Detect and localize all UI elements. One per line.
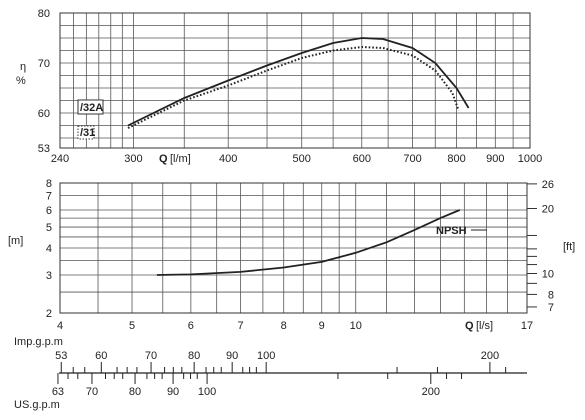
imp-gpm-label: Imp.g.p.m [14, 336, 63, 348]
npsh-x-tick-label: 7 [238, 320, 244, 332]
legend-box-32A [77, 99, 104, 115]
us-gpm-tick-label: 100 [198, 386, 216, 398]
npsh-x-tick-label: 5 [129, 320, 135, 332]
npsh-series-label: NPSH [436, 225, 467, 237]
efficiency-plot-frame [59, 12, 531, 149]
efficiency-curve-31 [127, 45, 460, 129]
npsh-xunit: [l/s] [476, 320, 493, 332]
efficiency-x-tick-label: 900 [486, 153, 504, 165]
imp-gpm-tick-label: 100 [257, 350, 275, 362]
npsh-ft-tick-label: 20 [542, 203, 554, 215]
efficiency-y-tick-label: 80 [38, 8, 50, 20]
legend-label-31: /31 [80, 127, 95, 139]
npsh-plot-frame [59, 182, 528, 314]
npsh-x-tick-label: 8 [281, 320, 287, 332]
npsh-y-tick-label: 4 [46, 243, 52, 255]
imp-gpm-tick-label: 60 [95, 350, 107, 362]
npsh-ft-tick-label: 26 [542, 179, 554, 191]
efficiency-xunit: [l/m] [170, 153, 191, 165]
efficiency-y-tick-label: 70 [38, 58, 50, 70]
us-gpm-tick-label: 70 [86, 386, 98, 398]
npsh-grid [59, 182, 537, 314]
efficiency-legend: /32A/31 [77, 99, 104, 140]
npsh-x-tick-label: 17 [521, 320, 533, 332]
efficiency-xlabel: Q [159, 153, 168, 165]
us-gpm-tick-label: 80 [129, 386, 141, 398]
npsh-series [156, 209, 487, 276]
efficiency-tick-labels: 240 300 400 500 600 700 800 900 1000 53 60 70 80 [38, 8, 542, 165]
npsh-y-tick-label: 8 [46, 178, 52, 190]
efficiency-grid [60, 13, 531, 148]
npsh-x-tick-label: 6 [188, 320, 194, 332]
npsh-y-tick-label: 2 [46, 308, 52, 320]
npsh-x-tick-label: 10 [350, 320, 362, 332]
imp-gpm-tick-label: 90 [226, 350, 238, 362]
efficiency-series [127, 37, 470, 129]
efficiency-x-tick-label: 1000 [518, 153, 542, 165]
efficiency-x-tick-label: 500 [293, 153, 311, 165]
npsh-ft-tick-label: 8 [548, 289, 554, 301]
efficiency-y-tick-label: 53 [38, 143, 50, 155]
npsh-y-tick-label: 6 [46, 205, 52, 217]
imp-gpm-tick-label: 53 [55, 350, 67, 362]
efficiency-x-tick-label: 300 [124, 153, 142, 165]
npsh-ft-tick-label: 10 [542, 268, 554, 280]
npsh-ft-tick-label: 7 [548, 302, 554, 314]
us-gpm-tick-label: 63 [52, 386, 64, 398]
npsh-curve [156, 209, 461, 276]
us-gpm-tick-label: 90 [167, 386, 179, 398]
flow-conversion-scales: 53 60 70 80 90 100 200 63 70 80 90 100 200 [52, 350, 527, 398]
efficiency-ylabel: η [20, 61, 26, 73]
efficiency-x-tick-label: 700 [403, 153, 421, 165]
us-gpm-tick-label: 200 [422, 386, 440, 398]
efficiency-x-tick-label: 600 [353, 153, 371, 165]
efficiency-x-tick-label: 240 [51, 153, 69, 165]
imp-gpm-tick-label: 70 [145, 350, 157, 362]
imp-gpm-tick-label: 200 [481, 350, 499, 362]
npsh-x-tick-label: 4 [57, 320, 63, 332]
npsh-y-tick-label: 3 [46, 270, 52, 282]
npsh-xlabel: Q [465, 320, 474, 332]
us-gpm-label: US.g.p.m [14, 399, 60, 411]
npsh-ylabel: [m] [8, 235, 23, 247]
npsh-y-tick-label: 5 [46, 222, 52, 234]
efficiency-yunit: % [16, 75, 26, 87]
efficiency-x-tick-label: 400 [219, 153, 237, 165]
efficiency-curve-32A [127, 37, 470, 127]
efficiency-x-tick-label: 800 [447, 153, 465, 165]
imp-gpm-tick-label: 80 [188, 350, 200, 362]
legend-box-31 [77, 125, 95, 140]
npsh-y-tick-label: 7 [46, 191, 52, 203]
npsh-ylabel-right: [ft] [563, 241, 575, 253]
npsh-x-tick-label: 9 [319, 320, 325, 332]
legend-label-32A: /32A [80, 102, 103, 114]
efficiency-y-tick-label: 60 [38, 108, 50, 120]
